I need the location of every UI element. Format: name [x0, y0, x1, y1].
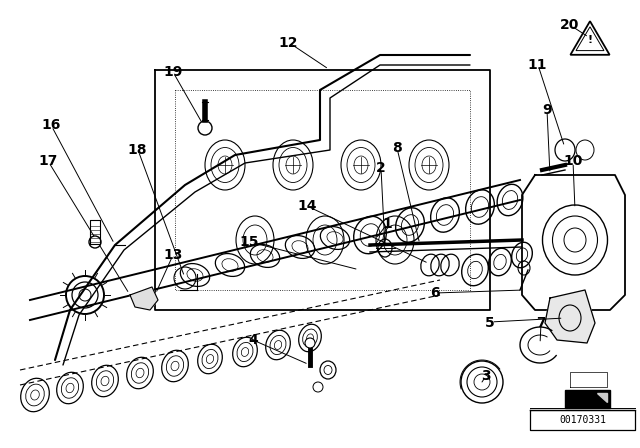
Text: 13: 13	[163, 248, 182, 263]
Polygon shape	[597, 393, 607, 402]
Polygon shape	[570, 372, 607, 387]
Text: 1: 1	[382, 217, 392, 231]
Text: 20: 20	[560, 17, 579, 32]
Text: 17: 17	[38, 154, 58, 168]
Text: 18: 18	[128, 143, 147, 157]
Text: 12: 12	[278, 35, 298, 50]
Text: 15: 15	[240, 235, 259, 249]
Text: !: !	[588, 35, 593, 45]
Text: 3: 3	[481, 369, 492, 383]
Polygon shape	[545, 290, 595, 343]
Text: 19: 19	[163, 65, 182, 79]
Text: 5: 5	[484, 315, 495, 330]
Text: 16: 16	[42, 118, 61, 133]
Polygon shape	[565, 390, 610, 408]
Text: 11: 11	[528, 58, 547, 72]
Text: 4: 4	[248, 333, 258, 348]
Text: 2: 2	[376, 161, 386, 175]
Text: 6: 6	[430, 286, 440, 301]
Text: 10: 10	[563, 154, 582, 168]
Ellipse shape	[89, 236, 101, 248]
Polygon shape	[90, 220, 100, 244]
Ellipse shape	[198, 121, 212, 135]
Text: 14: 14	[298, 199, 317, 213]
Text: 00170331: 00170331	[559, 415, 606, 425]
Text: 8: 8	[392, 141, 402, 155]
Polygon shape	[130, 287, 158, 310]
Text: 7: 7	[536, 315, 546, 330]
Text: 9: 9	[542, 103, 552, 117]
Ellipse shape	[305, 338, 315, 348]
